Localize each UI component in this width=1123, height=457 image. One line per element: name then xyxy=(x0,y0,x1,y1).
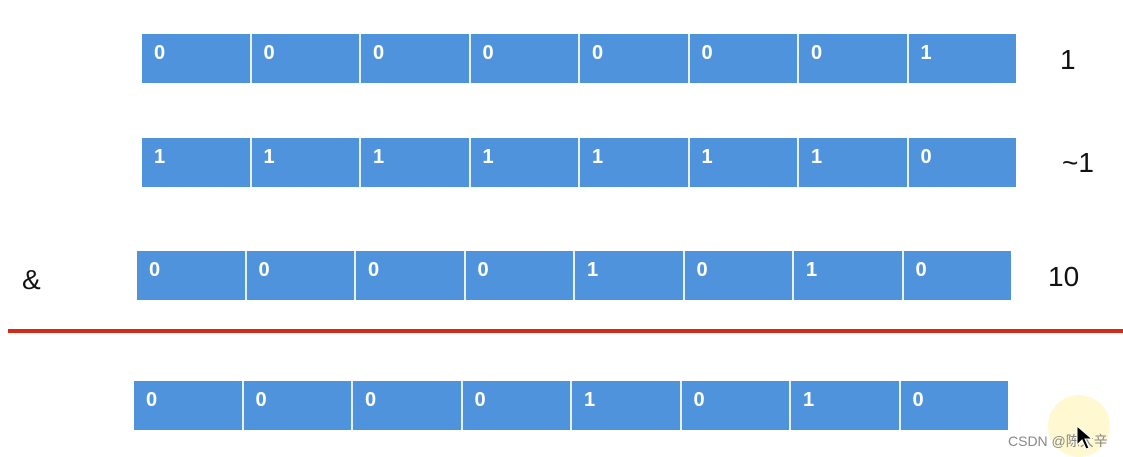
bit-cell: 0 xyxy=(137,251,247,300)
bit-cell: 1 xyxy=(580,138,690,187)
bit-cell: 1 xyxy=(791,381,901,430)
cursor-icon xyxy=(1076,425,1094,450)
bit-cell: 0 xyxy=(361,34,471,83)
bit-cell: 0 xyxy=(470,34,580,83)
bit-cell: 0 xyxy=(580,34,690,83)
bit-cell: 0 xyxy=(356,251,466,300)
bit-cell: 0 xyxy=(799,34,909,83)
bit-cell: 0 xyxy=(142,34,252,83)
bit-cell: 1 xyxy=(251,138,361,187)
bit-cell: 1 xyxy=(799,138,909,187)
cursor-highlight xyxy=(1048,395,1110,457)
bit-cell: 0 xyxy=(465,251,575,300)
result-divider-line xyxy=(8,329,1123,333)
bit-cell: 0 xyxy=(243,381,353,430)
bit-cell: 0 xyxy=(134,381,244,430)
bit-cell: 0 xyxy=(251,34,361,83)
row-value-label: 1 xyxy=(1060,44,1076,75)
bit-cell: 0 xyxy=(908,138,1016,187)
bit-cell: 1 xyxy=(361,138,471,187)
bit-cell: 0 xyxy=(900,381,1008,430)
row-value-label: ~1 xyxy=(1062,147,1094,178)
bit-cell: 1 xyxy=(572,381,682,430)
bit-cell: 0 xyxy=(681,381,791,430)
bit-cell: 1 xyxy=(689,138,799,187)
operator-and: & xyxy=(22,264,41,295)
bit-cell: 0 xyxy=(462,381,572,430)
bit-cell: 1 xyxy=(908,34,1016,83)
bit-cell: 1 xyxy=(575,251,685,300)
bit-cell: 0 xyxy=(353,381,463,430)
bit-cell: 1 xyxy=(142,138,252,187)
bit-cell: 0 xyxy=(684,251,794,300)
bit-cell: 1 xyxy=(794,251,904,300)
bit-cell: 0 xyxy=(689,34,799,83)
bit-cell: 1 xyxy=(470,138,580,187)
bit-cell: 0 xyxy=(246,251,356,300)
bit-cell: 0 xyxy=(903,251,1011,300)
row-value-label: 10 xyxy=(1048,261,1080,292)
